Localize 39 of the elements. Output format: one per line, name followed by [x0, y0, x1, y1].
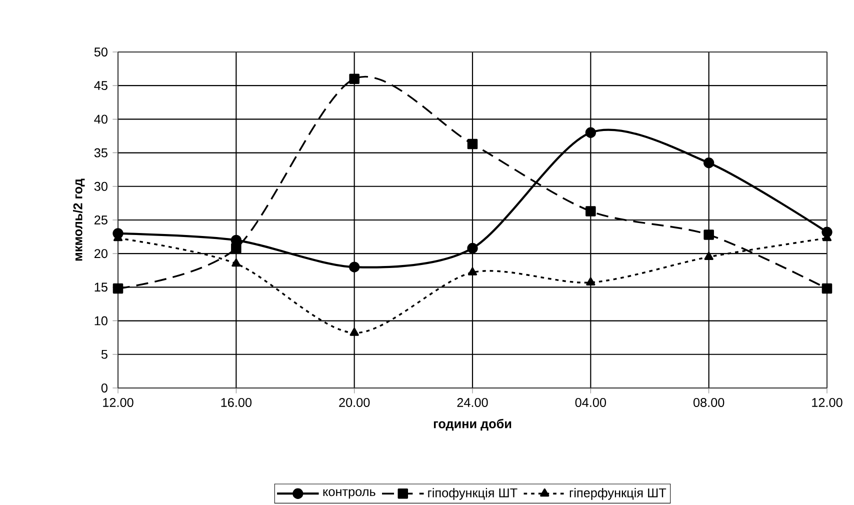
- point: [585, 127, 596, 138]
- point: [467, 138, 478, 150]
- y-tick-label: 40: [94, 114, 108, 124]
- x-tick-label: 08.00: [693, 398, 724, 407]
- point: [822, 283, 832, 294]
- point: [703, 158, 714, 168]
- point: [704, 230, 714, 240]
- point: [586, 206, 596, 216]
- y-tick-label: 30: [94, 182, 108, 191]
- y-tick-label: 35: [94, 148, 108, 158]
- legend-label: гіперфункція ШТ: [570, 488, 666, 500]
- y-tick-label: 0: [101, 384, 108, 392]
- y-tick-label: 50: [94, 48, 108, 56]
- x-tick-label: 24.00: [457, 398, 488, 407]
- legend-label: гіпофункція ШТ: [428, 488, 518, 500]
- point: [350, 328, 359, 336]
- x-tick-label: 12.00: [103, 398, 134, 407]
- point: [468, 267, 478, 276]
- point: [232, 258, 241, 267]
- legend-label: контроль: [323, 489, 376, 499]
- point: [586, 277, 596, 286]
- point: [112, 283, 124, 294]
- y-tick-label: 25: [94, 216, 108, 224]
- y-tick-label: 20: [94, 249, 108, 258]
- point: [349, 74, 360, 84]
- y-tick-label: 10: [94, 316, 108, 326]
- x-tick-label: 12.00: [812, 398, 842, 407]
- x-tick-label: 20.00: [339, 398, 370, 407]
- point: [231, 243, 242, 254]
- point: [467, 242, 478, 254]
- point: [704, 252, 714, 260]
- point: [349, 262, 360, 272]
- y-tick-label: 5: [101, 350, 108, 359]
- y-axis-title: мкмоль/2 год: [73, 178, 85, 261]
- x-tick-label: 16.00: [221, 398, 252, 407]
- x-axis-title: години доби: [434, 418, 512, 431]
- y-tick-label: 45: [94, 81, 108, 90]
- y-tick-label: 15: [94, 282, 108, 292]
- x-tick-label: 04.00: [575, 398, 606, 407]
